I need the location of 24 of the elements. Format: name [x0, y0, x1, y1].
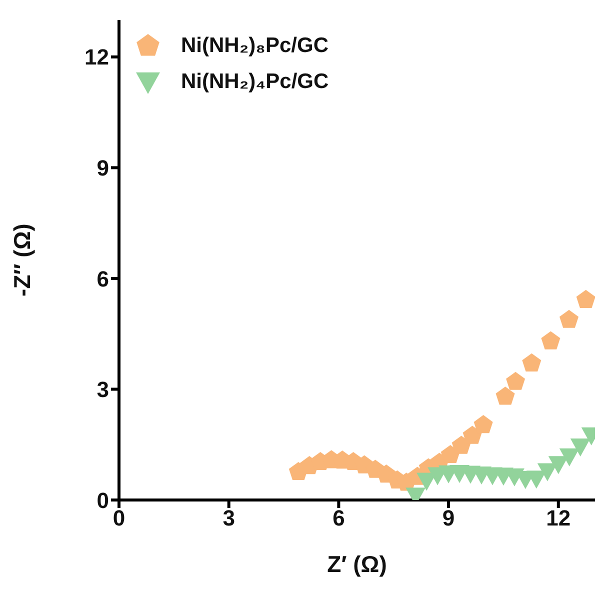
point [541, 331, 560, 350]
point [440, 444, 460, 464]
point [474, 415, 493, 434]
point [462, 426, 482, 444]
y-tick-label: 9 [96, 156, 109, 180]
y-tick-label: 12 [84, 44, 109, 70]
y-axis-title: -Z″ (Ω) [9, 224, 36, 296]
y-tick-label: 6 [96, 266, 109, 292]
x-tick-label: 9 [442, 506, 455, 531]
point [522, 353, 542, 372]
x-tick-label: 3 [222, 506, 235, 531]
y-tick-label: 0 [96, 488, 109, 513]
point [576, 290, 595, 308]
legend-label: Ni(NH₂)₄Pc/GC [181, 70, 329, 94]
point [506, 372, 526, 390]
point [452, 436, 471, 454]
x-tick-label: 6 [332, 506, 345, 531]
y-tick-label: 3 [96, 377, 109, 402]
x-axis-title: Z′ (Ω) [327, 551, 387, 577]
x-tick-label: 0 [112, 506, 126, 531]
x-tick-label: 12 [546, 506, 571, 531]
legend-label: Ni(NH₂)₈Pc/GC [181, 34, 329, 58]
point [559, 310, 579, 328]
point [496, 386, 515, 405]
